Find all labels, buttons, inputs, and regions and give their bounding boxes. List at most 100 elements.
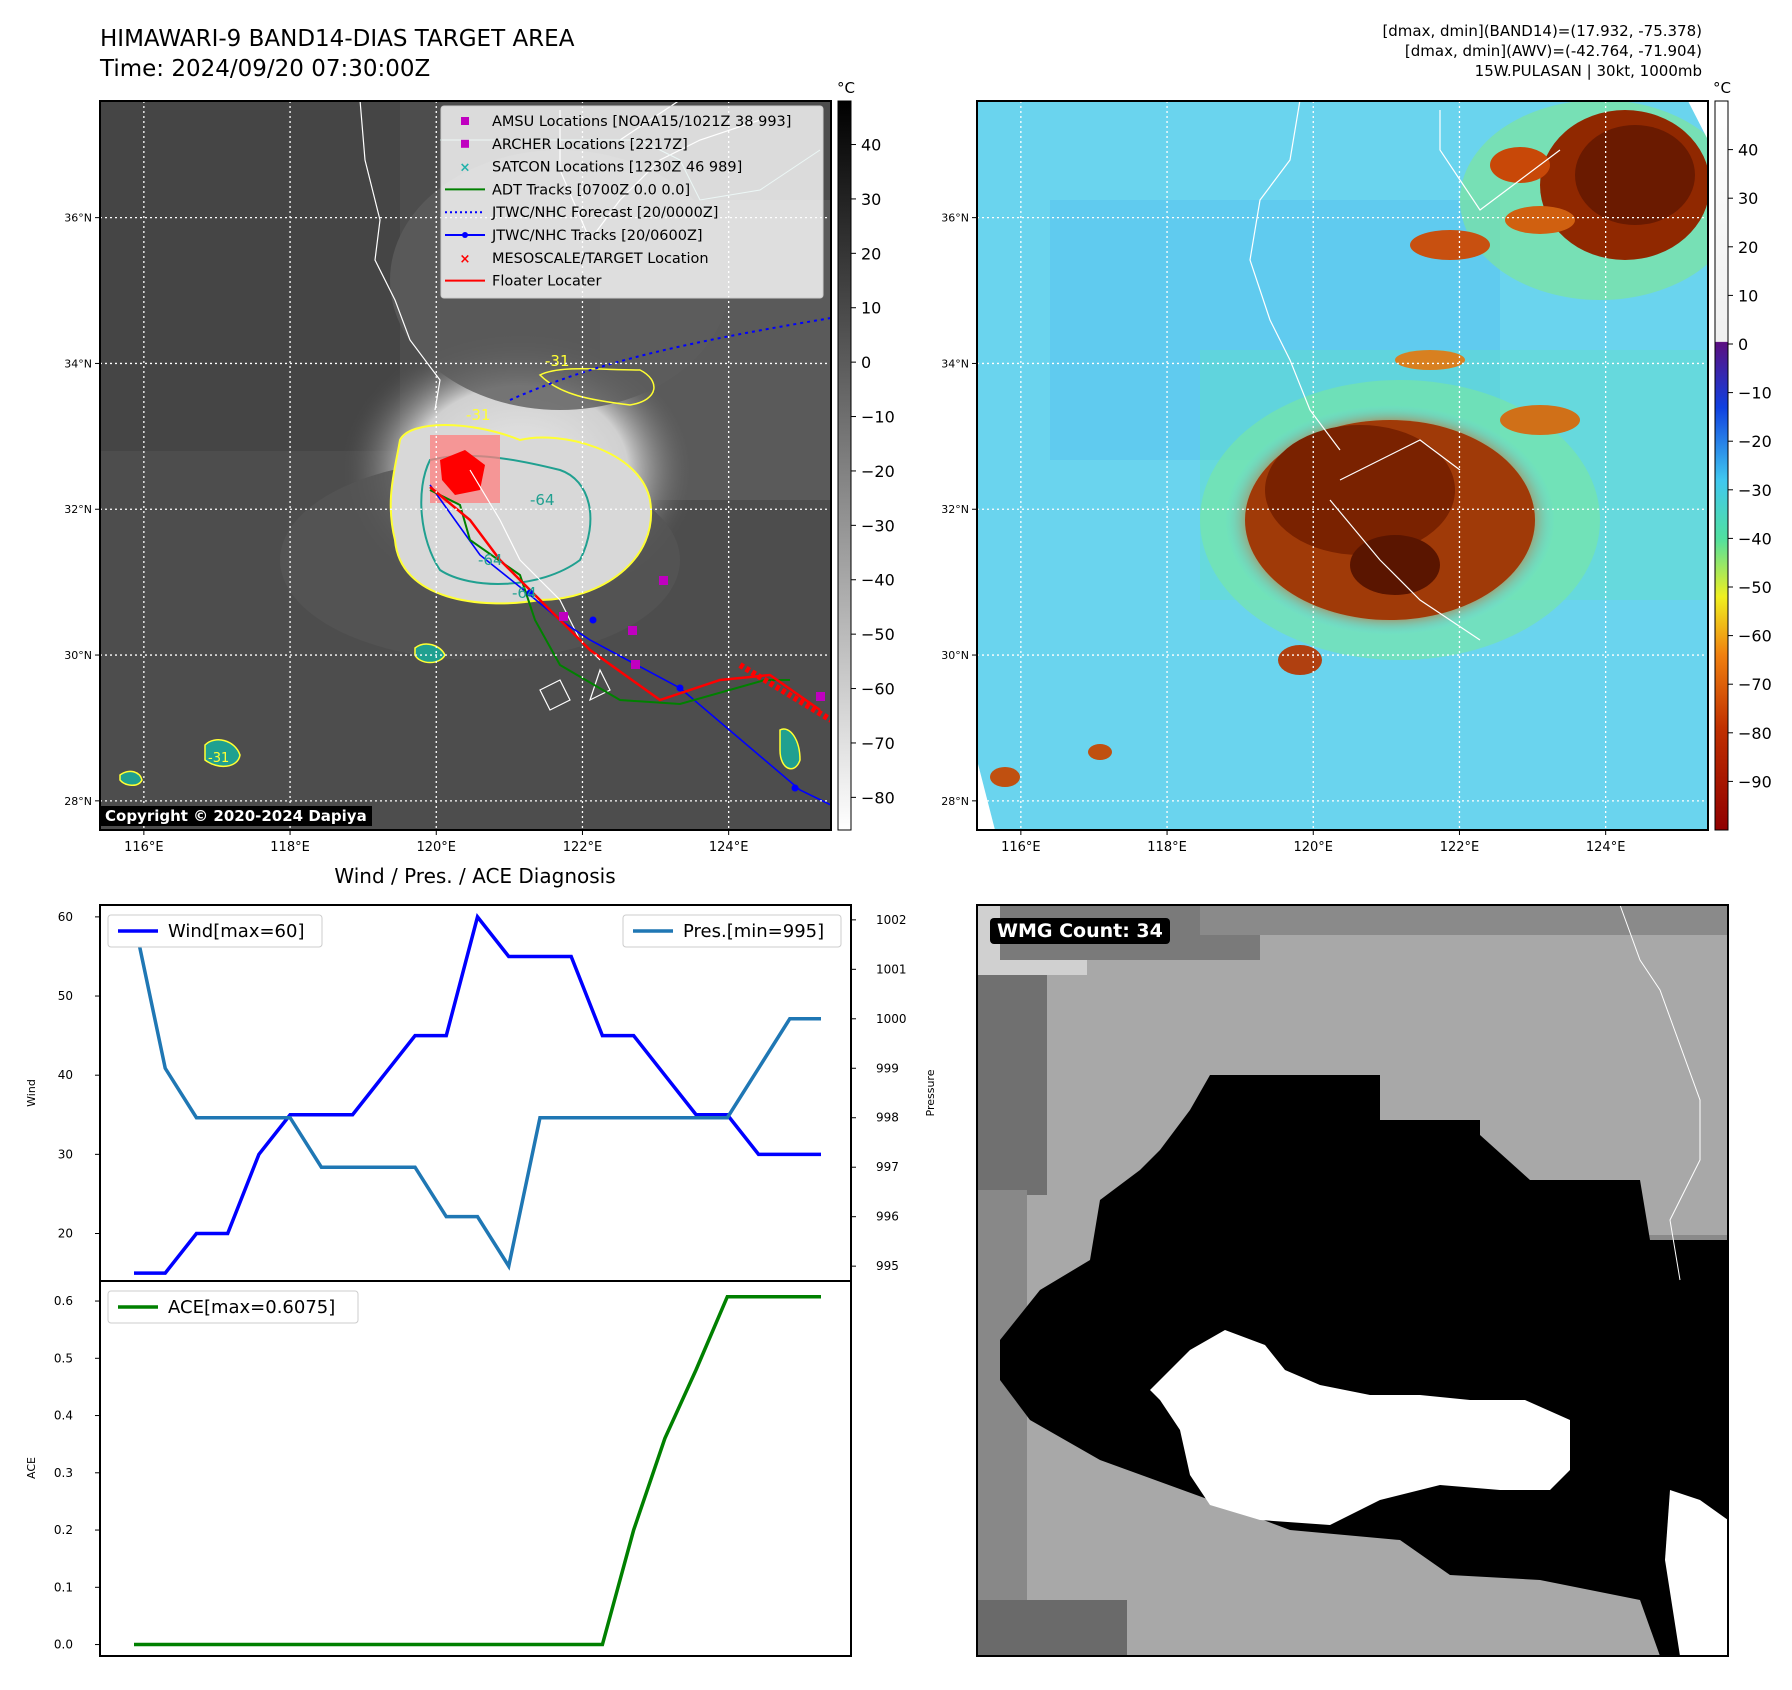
colorbar-tick-label: −80 <box>861 788 895 807</box>
lat-tick-label: 34°N <box>64 357 92 370</box>
chart-legend: Pres.[min=995] <box>622 914 842 948</box>
ace-tick-label: 0.4 <box>54 1409 73 1423</box>
lat-tick-label: 28°N <box>941 795 969 808</box>
legend-item: JTWC/NHC Tracks [20/0600Z] <box>445 228 703 244</box>
colorbar-tick-label: −40 <box>1738 529 1772 548</box>
colorbar-tick-label: −50 <box>1738 578 1772 597</box>
lon-tick-label: 120°E <box>1293 840 1333 855</box>
legend-item: ARCHER Locations [2217Z] <box>461 137 688 153</box>
colorbar-tick-label: −10 <box>1738 384 1772 403</box>
contour-label: -31 <box>208 751 229 766</box>
legend-label: Floater Locater <box>492 274 601 290</box>
wmg-panel <box>976 904 1729 1657</box>
colorbar-tick-label: 30 <box>861 190 881 209</box>
panel-title: HIMAWARI-9 BAND14-DIAS TARGET AREA <box>100 26 575 52</box>
lat-tick-label: 28°N <box>64 795 92 808</box>
pressure-tick-label: 1001 <box>876 962 907 976</box>
ace-axis-label: ACE <box>25 1457 38 1479</box>
colorbar-tick-label: −20 <box>861 462 895 481</box>
chart-legend-label: ACE[max=0.6075] <box>168 1297 335 1318</box>
pressure-axis-label: Pressure <box>924 1069 937 1116</box>
wind-tick-label: 30 <box>58 1147 73 1161</box>
legend-label: AMSU Locations [NOAA15/1021Z 38 993] <box>492 114 791 130</box>
legend-label: SATCON Locations [1230Z 46 989] <box>492 160 742 176</box>
legend-swatch: × <box>460 252 471 267</box>
legend-label: ARCHER Locations [2217Z] <box>492 137 688 153</box>
colorbar-tick-label: −70 <box>1738 675 1772 694</box>
wind-series-line <box>134 913 821 1275</box>
legend-swatch: × <box>460 161 471 176</box>
colorbar-tick-label: 30 <box>1738 189 1758 208</box>
ace-tick-label: 0.3 <box>54 1466 73 1480</box>
lat-tick-label: 30°N <box>64 649 92 662</box>
contour-label: -31 <box>545 352 570 370</box>
lon-tick-label: 118°E <box>1147 840 1187 855</box>
ir-legend: AMSU Locations [NOAA15/1021Z 38 993] ARCH… <box>440 105 824 299</box>
legend-item: ADT Tracks [0700Z 0.0 0.0] <box>445 182 690 198</box>
lat-tick-label: 34°N <box>941 357 969 370</box>
awv-map-panel: 116°E 118°E 120°E 122°E 124°E36°N34°N32°N30°… <box>941 79 1772 855</box>
pressure-series-line <box>132 919 821 1271</box>
awv-colorbar: °C 40 30 20 10 0 −10 −20 −30 −40 −50 −60 −70 −80 −90 <box>1713 79 1772 831</box>
pressure-tick-label: 997 <box>876 1160 899 1174</box>
legend-item: × SATCON Locations [1230Z 46 989] <box>460 160 743 176</box>
colorbar-tick-label: 40 <box>1738 141 1758 160</box>
ace-tick-label: 0.0 <box>54 1638 73 1652</box>
colorbar-tick-label: 20 <box>861 244 881 263</box>
legend-item: AMSU Locations [NOAA15/1021Z 38 993] <box>461 114 791 130</box>
colorbar-tick-label: −40 <box>861 571 895 590</box>
ace-tick-label: 0.1 <box>54 1580 73 1594</box>
lon-tick-label: 122°E <box>563 840 603 855</box>
lat-tick-label: 30°N <box>941 649 969 662</box>
copyright-badge: Copyright © 2020-2024 Dapiya <box>100 806 372 826</box>
colorbar-tick-label: −80 <box>1738 724 1772 743</box>
lon-tick-label: 122°E <box>1440 840 1480 855</box>
legend-item: × MESOSCALE/TARGET Location <box>460 251 709 267</box>
pressure-tick-label: 999 <box>876 1061 899 1075</box>
diagnosis-chart-panel: Wind / Pres. / ACE Diagnosis 20 30 40 50 60 9… <box>25 864 937 1657</box>
legend-label: ADT Tracks [0700Z 0.0 0.0] <box>492 182 690 198</box>
ace-tick-label: 0.5 <box>54 1351 73 1365</box>
legend-item: JTWC/NHC Forecast [20/0000Z] <box>445 205 718 221</box>
ir-colorbar-unit: °C <box>837 79 855 97</box>
pressure-tick-label: 1002 <box>876 913 907 927</box>
lon-tick-label: 120°E <box>416 840 456 855</box>
colorbar-tick-label: 0 <box>861 353 871 372</box>
lat-tick-label: 32°N <box>941 503 969 516</box>
storm-info: 15W.PULASAN | 30kt, 1000mb <box>1474 62 1702 80</box>
contour-label: -64 <box>478 551 503 569</box>
legend-swatch <box>461 117 469 125</box>
legend-label: JTWC/NHC Forecast [20/0000Z] <box>491 205 718 221</box>
contour-label: -31 <box>466 406 491 424</box>
colorbar-tick-label: −50 <box>861 625 895 644</box>
colorbar-tick-label: 10 <box>1738 286 1758 305</box>
contour-label: -64 <box>530 491 555 509</box>
colorbar-tick-label: −10 <box>861 408 895 427</box>
legend-label: MESOSCALE/TARGET Location <box>492 251 709 267</box>
band14-range-info: [dmax, dmin](BAND14)=(17.932, -75.378) <box>1382 22 1702 40</box>
colorbar-tick-label: −20 <box>1738 432 1772 451</box>
awv-gridlines <box>977 101 1708 830</box>
colorbar-tick-label: −90 <box>1738 772 1772 791</box>
colorbar-tick-label: 40 <box>861 136 881 155</box>
pressure-tick-label: 995 <box>876 1259 899 1273</box>
chart-legend: ACE[max=0.6075] <box>107 1290 359 1324</box>
lat-tick-label: 32°N <box>64 503 92 516</box>
ir-colorbar: °C 40 30 20 10 0 −10 −20 −30 −40 −50 −60 −70 −80 <box>837 79 895 831</box>
colorbar-tick-label: −70 <box>861 734 895 753</box>
wind-tick-label: 40 <box>58 1068 73 1082</box>
colorbar-tick-label: −60 <box>861 680 895 699</box>
colorbar-tick-label: −30 <box>1738 481 1772 500</box>
lon-tick-label: 116°E <box>1001 840 1041 855</box>
wind-tick-label: 20 <box>58 1227 73 1241</box>
lat-tick-label: 36°N <box>64 212 92 225</box>
contour-label: -64 <box>512 584 537 602</box>
pressure-tick-label: 996 <box>876 1210 899 1224</box>
awv-colorbar-unit: °C <box>1713 79 1731 97</box>
ir-map-panel: -31 -31 -64 -64 -64 -31 116°E 118°E 120°E 1… <box>64 79 895 855</box>
lon-tick-label: 118°E <box>270 840 310 855</box>
ace-tick-label: 0.2 <box>54 1523 73 1537</box>
ace-series-line <box>134 1294 821 1647</box>
awv-range-info: [dmax, dmin](AWV)=(-42.764, -71.904) <box>1404 42 1702 60</box>
awv-axis-labels: 116°E 118°E 120°E 122°E 124°E 36°N 34°N 32°N 30°… <box>941 212 1625 855</box>
